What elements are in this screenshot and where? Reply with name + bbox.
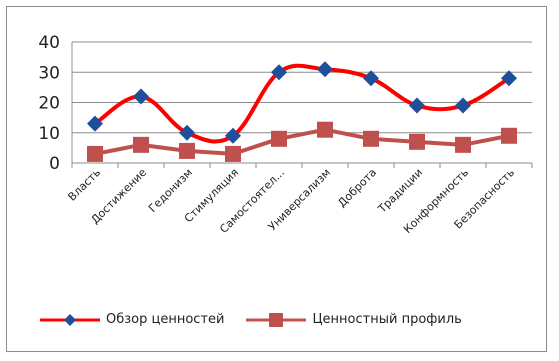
data-point-square [225, 145, 241, 162]
legend-swatch-line-diamond-icon [40, 313, 100, 326]
data-point-square [133, 136, 149, 153]
x-tick-label: Гедонизм [146, 166, 195, 215]
series-lines [93, 63, 511, 156]
y-tick-label: 0 [49, 154, 60, 174]
data-point-square [501, 127, 517, 144]
data-point-square [87, 145, 103, 162]
axes [71, 42, 533, 168]
data-point-square [363, 130, 379, 147]
y-tick-label: 40 [38, 33, 60, 53]
y-tick-label: 30 [38, 63, 60, 83]
data-point-diamond [317, 61, 333, 78]
y-tick-label: 20 [38, 94, 60, 114]
legend-label-series-1: Обзор ценностей [106, 312, 225, 327]
data-point-square [409, 133, 425, 150]
series-markers [87, 61, 517, 162]
data-point-diamond [409, 97, 425, 114]
gridlines [72, 41, 532, 134]
data-point-diamond [455, 97, 471, 114]
legend-label-series-2: Ценностный профиль [312, 312, 462, 327]
series-line-2 [94, 127, 510, 156]
data-point-diamond [501, 70, 517, 87]
chart-frame [6, 6, 547, 352]
data-point-square [271, 130, 287, 147]
x-tick-label: Доброта [335, 166, 379, 210]
data-point-diamond [133, 88, 149, 105]
data-point-diamond [87, 115, 103, 132]
data-point-square [455, 136, 471, 153]
legend-swatch-line-square-icon [246, 312, 307, 327]
series-line-1 [93, 63, 511, 144]
data-point-diamond [271, 64, 287, 81]
data-point-diamond [363, 70, 379, 87]
x-tick-label: Традиции [375, 166, 425, 216]
data-point-diamond [179, 124, 195, 141]
legend-item-series-2: Ценностный профиль [244, 312, 462, 327]
data-point-square [317, 121, 333, 138]
data-point-square [179, 142, 195, 159]
x-tick-label: Власть [65, 166, 103, 204]
data-point-diamond [225, 127, 241, 144]
y-tick-label: 10 [38, 124, 60, 144]
legend: Обзор ценностей Ценностный профиль [38, 312, 482, 327]
legend-item-series-1: Обзор ценностей [38, 312, 224, 327]
